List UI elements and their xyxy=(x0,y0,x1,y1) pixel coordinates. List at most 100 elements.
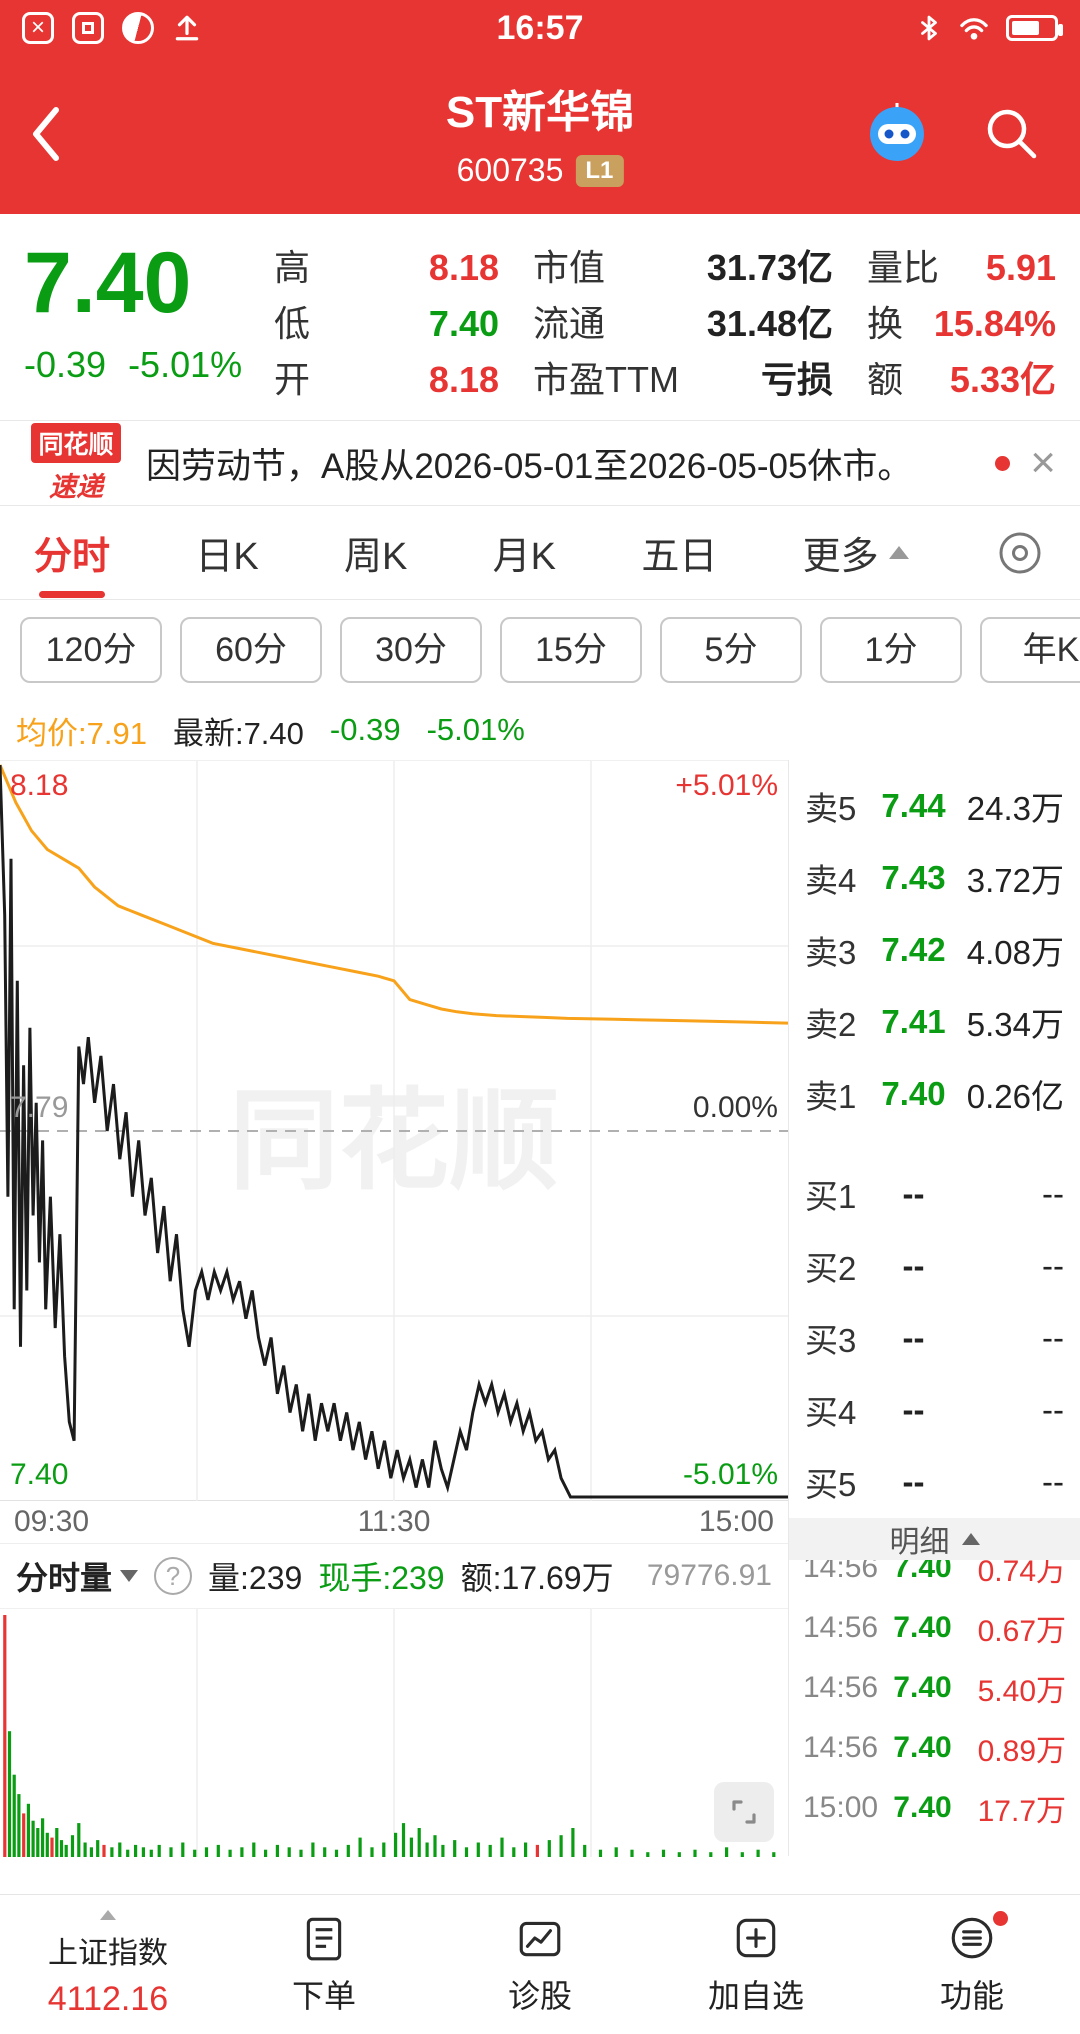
sell1-qty: 0.26亿 xyxy=(966,1078,1064,1115)
sell-level-1[interactable]: 卖1 7.40 0.26亿 xyxy=(789,1058,1080,1130)
open-label: 开 xyxy=(274,359,311,400)
trade-detail-list[interactable]: 14:56 7.40 0.74万 14:56 7.40 0.67万 14:56 … xyxy=(789,1560,1080,1856)
buy2-label: 买2 xyxy=(805,1250,857,1287)
help-icon[interactable]: ? xyxy=(154,1557,193,1595)
volume-indicator-selector[interactable]: 分时量 xyxy=(16,1553,139,1599)
sell-level-5[interactable]: 卖5 7.44 24.3万 xyxy=(789,770,1080,842)
robot-icon xyxy=(870,103,924,161)
functions-icon xyxy=(951,1917,993,1958)
pe-label: 市盈TTM xyxy=(533,359,679,400)
mktcap-label: 市值 xyxy=(533,247,606,288)
period-1min[interactable]: 1分 xyxy=(820,617,962,683)
buy4-price: -- xyxy=(902,1391,925,1428)
nav-index-panel[interactable]: 上证指数 4112.16 xyxy=(0,1895,216,2034)
sell1-price: 7.40 xyxy=(881,1075,946,1112)
nav-add-watchlist[interactable]: 加自选 xyxy=(648,1895,864,2034)
chart-low-label: 7.40 xyxy=(10,1458,69,1491)
bluetooth-icon xyxy=(921,15,937,41)
settings-icon[interactable] xyxy=(994,527,1046,579)
battery-icon xyxy=(1006,15,1063,41)
period-5min[interactable]: 5分 xyxy=(660,617,802,683)
buy5-price: -- xyxy=(902,1463,925,1500)
sell2-price: 7.41 xyxy=(881,1003,946,1040)
search-icon xyxy=(987,109,1037,159)
buy-level-2[interactable]: 买2 -- -- xyxy=(789,1230,1080,1302)
chevron-up-icon xyxy=(961,1533,980,1545)
trade-price: 7.40 xyxy=(893,1731,952,1764)
period-buttons: 120分 60分 30分 15分 5分 1分 年K xyxy=(0,600,1080,700)
trade-time: 14:56 xyxy=(803,1560,879,1584)
open-value: 8.18 xyxy=(428,359,499,400)
chevron-down-icon xyxy=(120,1570,139,1582)
order-book: 卖5 7.44 24.3万 卖4 7.43 3.72万 卖3 7.42 4.08… xyxy=(788,760,1080,1856)
news-banner[interactable]: 同花顺 速递 因劳动节，A股从2026-05-01至2026-05-05休市。 … xyxy=(0,420,1080,506)
ai-assistant-button[interactable] xyxy=(862,100,932,167)
back-button[interactable] xyxy=(26,100,66,173)
wifi-icon xyxy=(960,18,988,40)
tab-fenshi[interactable]: 分时 xyxy=(34,507,110,598)
notification-dot xyxy=(993,1911,1008,1926)
time-mid: 11:30 xyxy=(357,1505,431,1538)
fullscreen-button[interactable] xyxy=(714,1782,774,1842)
nav-functions[interactable]: 功能 xyxy=(864,1895,1080,2034)
buy3-label: 买3 xyxy=(805,1322,857,1359)
volratio-value: 5.91 xyxy=(985,247,1056,288)
tab-daily-k[interactable]: 日K xyxy=(195,536,259,578)
trade-qty: 0.89万 xyxy=(977,1735,1066,1768)
sell-level-3[interactable]: 卖3 7.42 4.08万 xyxy=(789,914,1080,986)
buy-level-5[interactable]: 买5 -- -- xyxy=(789,1446,1080,1518)
period-15min[interactable]: 15分 xyxy=(500,617,642,683)
trade-price: 7.40 xyxy=(893,1671,952,1704)
trade-row: 14:56 7.40 0.89万 xyxy=(789,1718,1080,1778)
high-value: 8.18 xyxy=(428,247,499,288)
chevron-left-icon xyxy=(33,107,59,161)
tab-weekly-k[interactable]: 周K xyxy=(344,536,408,578)
buy-level-4[interactable]: 买4 -- -- xyxy=(789,1374,1080,1446)
buy5-qty: -- xyxy=(1042,1463,1064,1500)
nav-diagnose-stock[interactable]: 诊股 xyxy=(432,1895,648,2034)
trade-row: 14:56 7.40 5.40万 xyxy=(789,1658,1080,1718)
tab-five-day[interactable]: 五日 xyxy=(641,536,718,578)
float-label: 流通 xyxy=(533,303,606,344)
nav-label: 加自选 xyxy=(707,1977,804,2014)
buy2-qty: -- xyxy=(1042,1247,1064,1284)
trade-detail-toggle[interactable]: 明细 xyxy=(789,1518,1080,1560)
search-button[interactable] xyxy=(982,104,1040,167)
sell-level-2[interactable]: 卖2 7.41 5.34万 xyxy=(789,986,1080,1058)
app-notification-icon xyxy=(72,12,104,44)
sell2-label: 卖2 xyxy=(805,1006,857,1043)
low-value: 7.40 xyxy=(428,303,499,344)
period-60min[interactable]: 60分 xyxy=(180,617,322,683)
nav-label: 功能 xyxy=(939,1977,1004,2014)
buy2-price: -- xyxy=(902,1247,925,1284)
buy-level-3[interactable]: 买3 -- -- xyxy=(789,1302,1080,1374)
main-content: 同花顺 8.18 +5.01% 7.79 0.00% 7.40 -5.01% 0… xyxy=(0,760,1080,1857)
tab-more-label: 更多 xyxy=(802,536,879,578)
news-close-button[interactable]: × xyxy=(1030,438,1056,487)
buy4-qty: -- xyxy=(1042,1391,1064,1428)
buy-level-1[interactable]: 买1 -- -- xyxy=(789,1158,1080,1230)
volume-chart[interactable] xyxy=(0,1608,788,1857)
period-year-k[interactable]: 年K xyxy=(980,617,1080,683)
sell4-qty: 3.72万 xyxy=(966,862,1064,899)
upload-icon xyxy=(175,15,199,41)
tab-monthly-k[interactable]: 月K xyxy=(492,536,557,578)
period-120min[interactable]: 120分 xyxy=(20,617,162,683)
period-30min[interactable]: 30分 xyxy=(340,617,482,683)
clock: 16:57 xyxy=(496,8,584,47)
tab-more[interactable]: 更多 xyxy=(803,525,909,580)
trade-time: 14:56 xyxy=(803,1671,879,1704)
mktcap-value: 31.73亿 xyxy=(706,247,833,288)
nav-place-order[interactable]: 下单 xyxy=(216,1895,432,2034)
amount-value: 5.33亿 xyxy=(949,359,1056,400)
price-chart-svg xyxy=(0,761,788,1501)
sell5-price: 7.44 xyxy=(881,787,946,824)
app-header: ST新华锦 600735 L1 xyxy=(0,56,1080,214)
trade-row: 14:56 7.40 0.67万 xyxy=(789,1598,1080,1658)
news-unread-dot xyxy=(995,455,1011,471)
high-label: 高 xyxy=(274,247,311,288)
sell3-price: 7.42 xyxy=(881,931,946,968)
news-logo-bottom: 速递 xyxy=(49,471,103,502)
intraday-chart[interactable]: 同花顺 8.18 +5.01% 7.79 0.00% 7.40 -5.01% xyxy=(0,760,788,1501)
sell-level-4[interactable]: 卖4 7.43 3.72万 xyxy=(789,842,1080,914)
